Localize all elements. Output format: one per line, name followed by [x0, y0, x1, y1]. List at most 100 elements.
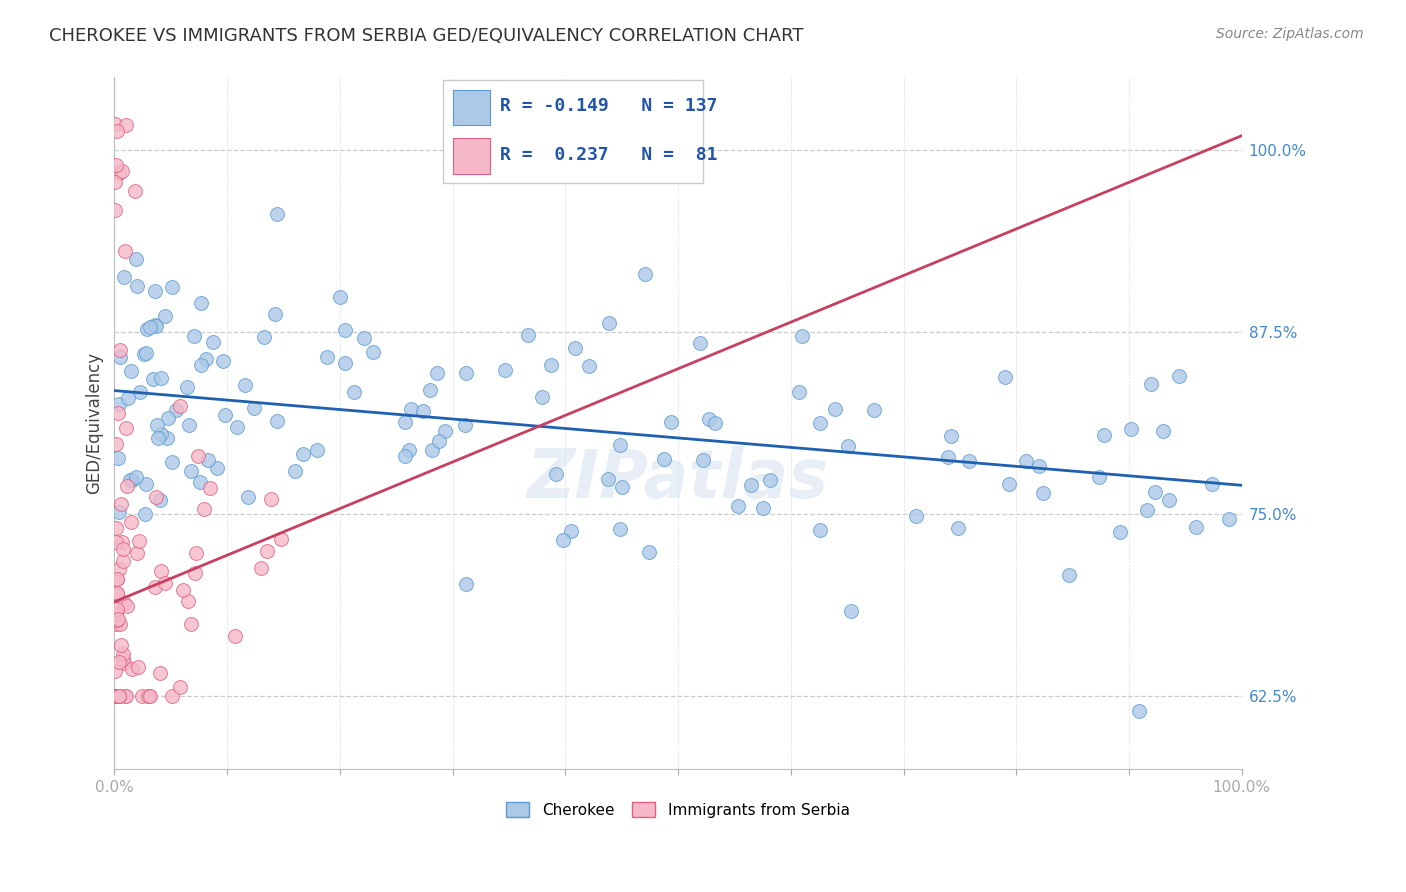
Point — [107, 450, 129, 465]
Point — [758, 473, 780, 487]
Point — [108, 396, 131, 410]
Point — [808, 523, 831, 537]
Point — [531, 390, 554, 404]
Point — [143, 318, 166, 332]
Point — [727, 499, 749, 513]
Point — [112, 554, 135, 568]
Point — [118, 473, 141, 487]
Point — [145, 318, 167, 333]
Point — [292, 447, 315, 461]
Point — [110, 638, 132, 652]
Point — [156, 431, 179, 445]
Point — [236, 490, 259, 504]
Point — [107, 612, 129, 626]
Point — [148, 432, 170, 446]
Point — [108, 350, 131, 364]
Point — [149, 665, 172, 680]
Point — [394, 415, 416, 429]
Point — [1168, 368, 1191, 383]
Point — [1184, 520, 1206, 534]
Point — [1143, 484, 1166, 499]
Text: CHEROKEE VS IMMIGRANTS FROM SERBIA GED/EQUIVALENCY CORRELATION CHART: CHEROKEE VS IMMIGRANTS FROM SERBIA GED/E… — [49, 27, 804, 45]
FancyBboxPatch shape — [443, 80, 703, 183]
Point — [790, 328, 813, 343]
Point — [108, 690, 131, 704]
Point — [105, 587, 128, 601]
Point — [659, 415, 682, 429]
Point — [188, 475, 211, 490]
Point — [124, 184, 146, 198]
FancyBboxPatch shape — [453, 89, 489, 126]
Point — [426, 366, 449, 380]
Point — [398, 442, 420, 457]
Point — [111, 535, 134, 549]
Point — [266, 207, 288, 221]
Point — [540, 359, 562, 373]
Point — [226, 420, 249, 434]
Point — [104, 202, 127, 217]
Point — [214, 408, 236, 422]
Point — [105, 586, 128, 600]
Point — [553, 533, 575, 548]
Point — [169, 400, 191, 414]
Point — [115, 118, 138, 132]
Point — [343, 384, 366, 399]
Point — [740, 477, 762, 491]
Point — [125, 546, 148, 560]
Point — [160, 455, 183, 469]
Point — [266, 413, 288, 427]
Point — [150, 371, 173, 385]
Point — [1218, 512, 1240, 526]
Point — [454, 417, 477, 432]
Point — [197, 452, 219, 467]
Point — [112, 652, 135, 666]
Point — [115, 599, 138, 614]
Point — [329, 290, 352, 304]
Point — [127, 278, 149, 293]
Point — [454, 366, 477, 380]
Point — [105, 601, 128, 615]
Point — [104, 535, 127, 549]
Point — [193, 502, 215, 516]
Point — [256, 543, 278, 558]
Point — [1032, 486, 1054, 500]
Point — [136, 690, 159, 704]
Point — [104, 690, 127, 704]
Point — [169, 681, 191, 695]
Point — [692, 452, 714, 467]
Point — [128, 533, 150, 548]
Point — [253, 329, 276, 343]
Point — [315, 350, 337, 364]
Point — [1140, 377, 1163, 392]
Point — [129, 385, 152, 400]
Point — [108, 617, 131, 632]
Point — [1159, 492, 1181, 507]
Point — [108, 690, 131, 704]
Point — [560, 524, 582, 539]
Point — [211, 354, 233, 368]
Point — [114, 421, 136, 435]
Point — [166, 402, 188, 417]
Point — [1109, 525, 1132, 540]
Point — [250, 561, 273, 575]
Point — [427, 434, 450, 448]
Point — [957, 454, 980, 468]
Point — [114, 690, 136, 704]
Point — [157, 410, 180, 425]
Point — [941, 429, 963, 443]
Point — [105, 437, 128, 451]
Point — [112, 596, 135, 610]
Point — [433, 425, 456, 439]
Point — [107, 690, 129, 704]
Point — [176, 380, 198, 394]
Point — [837, 439, 859, 453]
Point — [143, 285, 166, 299]
Point — [107, 655, 129, 669]
Point — [190, 296, 212, 310]
Point — [108, 505, 131, 519]
Point — [394, 449, 416, 463]
Point — [544, 467, 567, 482]
Point — [263, 307, 285, 321]
Text: ZIPatlas: ZIPatlas — [527, 446, 830, 512]
Point — [135, 476, 157, 491]
